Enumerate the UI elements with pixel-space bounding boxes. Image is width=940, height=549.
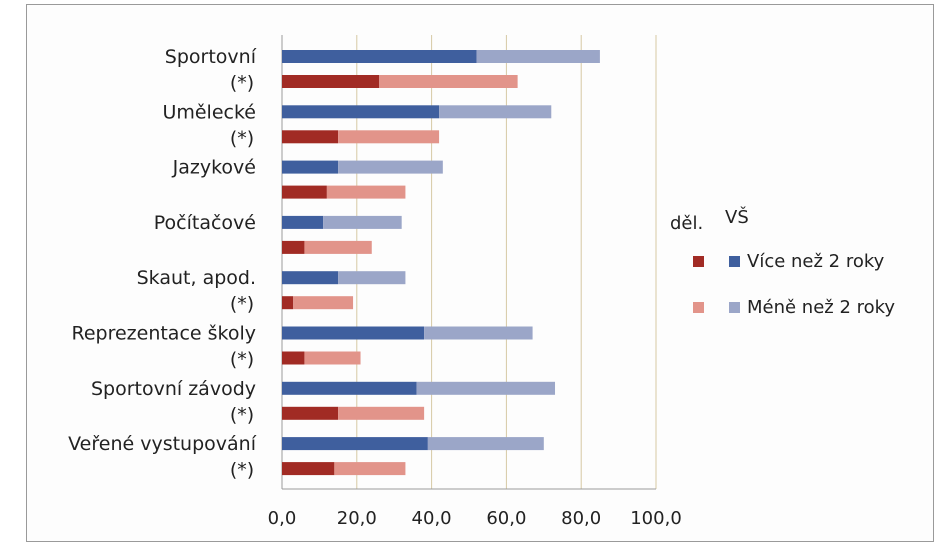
bar-del-mene [304,240,372,254]
bar-vs-mene [323,215,402,229]
bar-del-vice [282,185,327,199]
category-note: (*) [230,127,254,149]
legend-label-mene: Méně než 2 roky [747,297,895,318]
category-label: Jazykové [172,157,256,179]
chart-frame: Sportovní (*) Umělecké (*) Jazykové Počítačov… [26,4,934,542]
bar-vs-mene [424,326,533,340]
legend-swatch-del-mene [693,302,704,313]
bar-vs-vice [282,437,428,451]
bar-del-vice [282,240,305,254]
x-tick-label: 0,0 [268,508,297,529]
category-label: Umělecké [162,101,256,123]
bar-del-vice [282,351,305,365]
bar-vs-vice [282,215,324,229]
bar-del-vice [282,462,335,476]
category-note: (*) [230,349,254,371]
legend-label-vice: Více než 2 roky [747,251,885,272]
legend-swatch-del-vice [693,256,704,267]
bar-vs-vice [282,160,339,174]
bar-del-vice [282,130,339,144]
bar-vs-mene [476,50,600,63]
bar-vs-vice [282,326,425,340]
category-label: Skaut, apod. [137,267,256,289]
legend-swatch-vs-vice [729,256,740,267]
category-note: (*) [230,459,254,481]
bar-vs-mene [439,105,552,119]
bar-vs-vice [282,50,477,63]
bar-del-mene [326,185,406,199]
x-tick-label: 40,0 [412,508,452,529]
category-label: Sportovní [165,46,257,68]
x-tick-label: 80,0 [561,508,601,529]
x-tick-label: 100,0 [630,508,682,529]
bar-del-mene [338,130,440,144]
legend-header-vs: VŠ [725,206,749,228]
bar-vs-vice [282,381,417,395]
category-label: Reprezentace školy [71,323,256,345]
category-label: Sportovní závody [91,378,256,400]
bar-del-vice [282,406,339,420]
bar-del-mene [293,296,354,310]
legend-swatch-vs-mene [729,302,740,313]
bar-del-vice [282,75,380,88]
category-note: (*) [230,72,254,94]
bar-del-mene [338,406,425,420]
bar-vs-mene [427,437,544,451]
category-label: Počítačové [154,212,256,234]
bar-vs-vice [282,271,339,285]
bar-vs-mene [338,271,406,285]
bar-vs-mene [338,160,443,174]
bar-del-mene [379,75,518,88]
bar-vs-vice [282,105,440,119]
bar-vs-mene [416,381,556,395]
category-label: Veřené vystupování [68,433,257,455]
bar-del-mene [304,351,361,365]
category-note: (*) [230,404,254,426]
bar-del-mene [334,462,406,476]
x-tick-label: 60,0 [486,508,526,529]
x-tick-label: 20,0 [337,508,377,529]
chart: Sportovní (*) Umělecké (*) Jazykové Počítačov… [68,35,895,529]
legend-header-del: děl. [670,213,703,234]
category-note: (*) [230,293,254,315]
bar-del-vice [282,296,294,310]
